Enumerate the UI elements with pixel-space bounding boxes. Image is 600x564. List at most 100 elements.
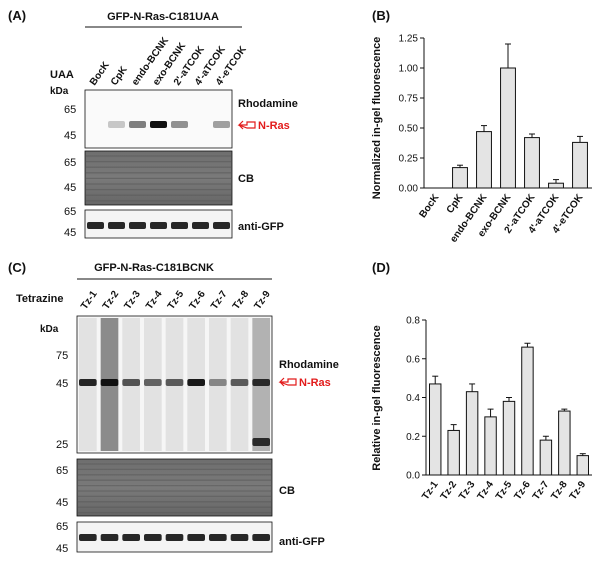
gfp-marker-65: 65 — [56, 521, 68, 533]
gfp-band — [129, 222, 146, 229]
gfp-band — [100, 534, 119, 541]
gfp-marker-65: 65 — [64, 206, 76, 218]
bar — [548, 182, 564, 189]
y-tick-label: 0.8 — [406, 316, 420, 327]
gfp-band — [150, 222, 167, 229]
cb-texture — [86, 155, 231, 202]
panel-c-title: GFP-N-Ras-C181BCNK — [94, 262, 214, 274]
y-tick-label: 0.6 — [406, 354, 420, 365]
bar — [572, 141, 588, 189]
panel-d: (D) Relative in-gel fluorescence 0.0 0.2 0… — [371, 260, 592, 502]
y-tick-label: 0.00 — [399, 184, 419, 195]
arrow-icon — [237, 120, 256, 130]
gfp-band — [230, 534, 249, 541]
chart-d: 0.00.20.40.60.8Tz-1Tz-2Tz-3Tz-4Tz-5Tz-6T… — [406, 316, 592, 502]
bar — [539, 439, 553, 476]
panel-c-label: (C) — [8, 260, 26, 275]
x-tick-label: Tz-9 — [568, 479, 589, 502]
band — [129, 121, 146, 128]
y-axis-label-b: Normalized in-gel fluorescence — [371, 37, 383, 200]
y-tick-label: 0.0 — [406, 471, 420, 482]
panel-b-label: (B) — [372, 8, 390, 23]
kda-label: kDa — [50, 86, 69, 97]
x-tick-label: Tz-1 — [420, 479, 441, 502]
band — [230, 379, 249, 386]
x-tick-label: BocK — [417, 192, 441, 220]
n-ras-label: N-Ras — [258, 120, 290, 132]
lane-smear — [209, 318, 227, 451]
arrow-icon — [278, 377, 297, 387]
bar — [452, 167, 468, 189]
lane-label-4: Tz-5 — [166, 289, 187, 312]
x-tick-label: CpK — [445, 192, 466, 216]
rhodamine-bands — [108, 121, 230, 128]
cb-marker-65: 65 — [56, 465, 68, 477]
lane-label-5: Tz-6 — [187, 289, 208, 312]
n-ras-label: N-Ras — [299, 377, 331, 389]
panel-a-title: GFP-N-Ras-C181UAA — [107, 11, 219, 23]
cb-texture — [78, 463, 271, 514]
gfp-bands — [87, 222, 230, 229]
panel-d-label: (D) — [372, 260, 390, 275]
cb-label: CB — [279, 485, 295, 497]
lane-label-1: CpK — [109, 64, 130, 88]
anti-gfp-label: anti-GFP — [279, 536, 325, 548]
gfp-band — [171, 222, 188, 229]
y-tick-label: 1.25 — [399, 34, 419, 45]
marker-75: 75 — [56, 350, 68, 362]
x-tick-label: Tz-4 — [476, 479, 497, 502]
cb-blot — [76, 458, 273, 517]
low-band — [252, 438, 270, 446]
band — [209, 379, 227, 386]
bar — [524, 137, 540, 189]
band — [213, 121, 230, 128]
y-axis-label-d: Relative in-gel fluorescence — [371, 325, 383, 471]
lane-label-0: Tz-1 — [79, 289, 100, 312]
band — [187, 379, 205, 386]
band — [122, 379, 140, 386]
gfp-band — [187, 534, 205, 541]
kda-label: kDa — [40, 324, 59, 335]
gfp-band — [252, 534, 270, 541]
y-tick-label: 0.75 — [399, 94, 419, 105]
bar — [558, 410, 571, 476]
gfp-bands — [79, 534, 270, 541]
gfp-marker-45: 45 — [64, 227, 76, 239]
lane-label-8: Tz-9 — [252, 289, 273, 312]
cb-label: CB — [238, 173, 254, 185]
lane-label-2: Tz-3 — [122, 289, 143, 312]
cb-marker-45: 45 — [56, 497, 68, 509]
tetrazine-label: Tetrazine — [16, 293, 63, 305]
gfp-band — [209, 534, 227, 541]
band — [150, 121, 167, 128]
anti-gfp-label: anti-GFP — [238, 221, 284, 233]
bar — [476, 131, 492, 189]
panel-a-label: (A) — [8, 8, 26, 23]
cb-marker-65: 65 — [64, 157, 76, 169]
x-tick-label: Tz-6 — [512, 479, 533, 502]
band — [171, 121, 188, 128]
band — [165, 379, 184, 386]
gfp-band — [87, 222, 104, 229]
bar — [484, 416, 497, 476]
x-tick-label: Tz-3 — [457, 479, 478, 502]
gfp-band — [108, 222, 125, 229]
gfp-band — [122, 534, 140, 541]
rhodamine-label: Rhodamine — [238, 98, 298, 110]
marker-45: 45 — [64, 130, 76, 142]
x-tick-label: Tz-8 — [549, 479, 570, 502]
band — [144, 379, 162, 386]
band — [108, 121, 125, 128]
uaa-label: UAA — [50, 69, 74, 81]
bar — [521, 346, 534, 476]
y-tick-label: 0.50 — [399, 124, 419, 135]
y-tick-label: 0.4 — [406, 393, 420, 404]
bar — [576, 455, 589, 476]
gfp-band — [213, 222, 230, 229]
gfp-band — [165, 534, 184, 541]
lane-label-3: Tz-4 — [144, 289, 165, 312]
